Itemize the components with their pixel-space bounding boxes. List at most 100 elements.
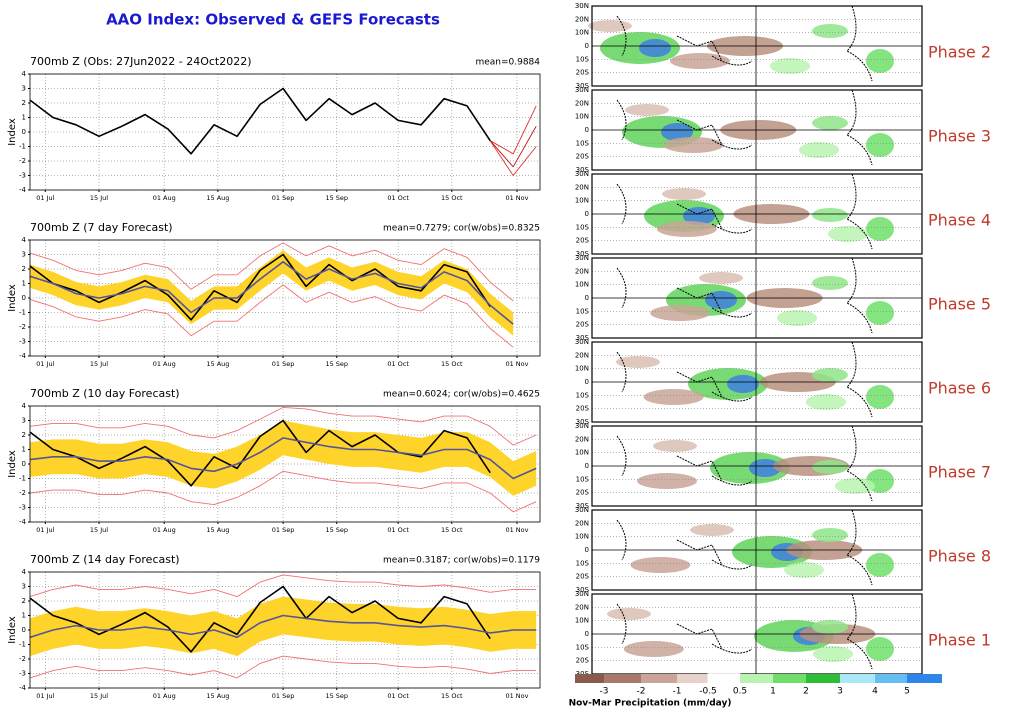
x-tick-label: 15 Jul	[90, 360, 108, 368]
x-tick-label: 15 Sep	[325, 526, 348, 534]
x-tick-label: 15 Aug	[206, 526, 229, 534]
precip-anomaly	[812, 116, 848, 130]
lat-label: 0	[585, 126, 589, 134]
precip-anomaly	[661, 123, 693, 141]
series-line	[489, 105, 537, 155]
y-tick-label: 3	[22, 417, 26, 425]
y-tick-label: 0	[22, 128, 26, 136]
lat-label: 10N	[575, 449, 589, 457]
precip-anomaly	[663, 137, 724, 153]
lat-label: 0	[585, 630, 589, 638]
y-tick-label: 3	[22, 85, 26, 93]
map-frame	[591, 173, 923, 255]
y-tick-label: -1	[19, 641, 26, 649]
series-line	[29, 87, 491, 155]
y-tick-label: 3	[22, 583, 26, 591]
y-tick-label: 2	[22, 99, 26, 107]
y-tick-label: 2	[22, 431, 26, 439]
x-tick-label: 15 Aug	[206, 360, 229, 368]
precip-anomaly	[812, 620, 848, 634]
precip-anomaly	[828, 226, 868, 242]
lat-label: 10S	[576, 643, 590, 651]
lat-label: 30N	[575, 338, 589, 346]
lat-label: 10S	[576, 307, 590, 315]
coastline	[616, 425, 873, 502]
y-tick-label: -3	[19, 504, 26, 512]
precip-anomaly	[690, 524, 734, 536]
precip-anomaly	[650, 305, 711, 321]
lat-label: 30S	[576, 418, 590, 426]
phase-label: Phase 8	[928, 547, 991, 566]
map-panel: 30N 20N 10N 0 10S 20S 30S Phase 2	[575, 2, 991, 90]
map-panel: 30N 20N 10N 0 10S 20S 30S Phase 4	[575, 170, 991, 258]
y-axis-label: Index	[7, 118, 18, 146]
series-line	[29, 470, 537, 513]
y-axis-label: Index	[7, 616, 18, 644]
chart-title: 700mb Z (Obs: 27Jun2022 - 24Oct2022)	[30, 55, 252, 68]
colorbar-tick-label: -2	[637, 687, 646, 697]
colorbar-segment	[806, 674, 840, 683]
y-tick-label: -1	[19, 143, 26, 151]
precip-anomaly	[799, 142, 839, 158]
chart-title: 700mb Z (10 day Forecast)	[30, 387, 180, 400]
lat-label: 30S	[576, 334, 590, 342]
plot-frame	[29, 239, 541, 357]
plot-frame	[29, 405, 541, 523]
colorbar-tick-label: -0.5	[699, 687, 717, 697]
y-tick-label: -1	[19, 475, 26, 483]
lat-label: 10S	[576, 559, 590, 567]
precip-anomaly	[812, 460, 848, 474]
lat-label: 20S	[576, 321, 590, 329]
series-line	[29, 585, 491, 653]
x-tick-label: 15 Aug	[206, 194, 229, 202]
coastline	[616, 173, 873, 250]
precip-anomaly	[777, 310, 817, 326]
colorbar-tick-label: 0.5	[733, 687, 747, 697]
colorbar-tick-label: -3	[600, 687, 609, 697]
lat-label: 30N	[575, 590, 589, 598]
y-tick-label: 2	[22, 597, 26, 605]
y-tick-label: -1	[19, 309, 26, 317]
precip-anomaly	[866, 385, 894, 409]
lat-label: 30N	[575, 86, 589, 94]
precip-anomaly	[770, 58, 810, 74]
precip-anomaly	[623, 641, 684, 657]
colorbar-segment	[840, 674, 875, 683]
precip-anomaly	[625, 104, 669, 116]
map-panel: 30N 20N 10N 0 10S 20S 30S Phase 3	[575, 86, 991, 174]
precip-anomaly	[813, 646, 853, 662]
y-tick-label: 0	[22, 460, 26, 468]
y-tick-label: 4	[22, 236, 27, 244]
coastline	[616, 89, 873, 166]
x-tick-label: 01 Sep	[272, 526, 295, 534]
map-frame	[591, 89, 923, 171]
lat-label: 0	[585, 42, 589, 50]
series-line	[29, 253, 491, 321]
series-line	[29, 406, 537, 446]
precip-anomaly	[607, 608, 651, 620]
x-tick-label: 15 Sep	[325, 360, 348, 368]
phase-label: Phase 2	[928, 43, 991, 62]
lat-label: 10N	[575, 113, 589, 121]
map-frame	[591, 341, 923, 423]
y-tick-label: -2	[19, 157, 26, 165]
precip-anomaly	[699, 272, 743, 284]
precip-anomaly	[749, 459, 781, 477]
lat-label: 10N	[575, 617, 589, 625]
series-line	[29, 284, 514, 348]
colorbar-tick-label: 3	[837, 687, 843, 697]
colorbar-segment	[575, 674, 604, 683]
colorbar-segment	[641, 674, 677, 683]
lat-label: 10S	[576, 223, 590, 231]
lat-label: 30N	[575, 254, 589, 262]
y-tick-label: -2	[19, 323, 26, 331]
plot-frame	[29, 73, 541, 191]
y-tick-label: 1	[22, 280, 26, 288]
lat-label: 10S	[576, 391, 590, 399]
lat-label: 0	[585, 210, 589, 218]
phase-label: Phase 7	[928, 463, 991, 482]
phase-label: Phase 4	[928, 211, 991, 230]
series-line	[29, 437, 537, 480]
y-tick-label: 4	[22, 402, 27, 410]
